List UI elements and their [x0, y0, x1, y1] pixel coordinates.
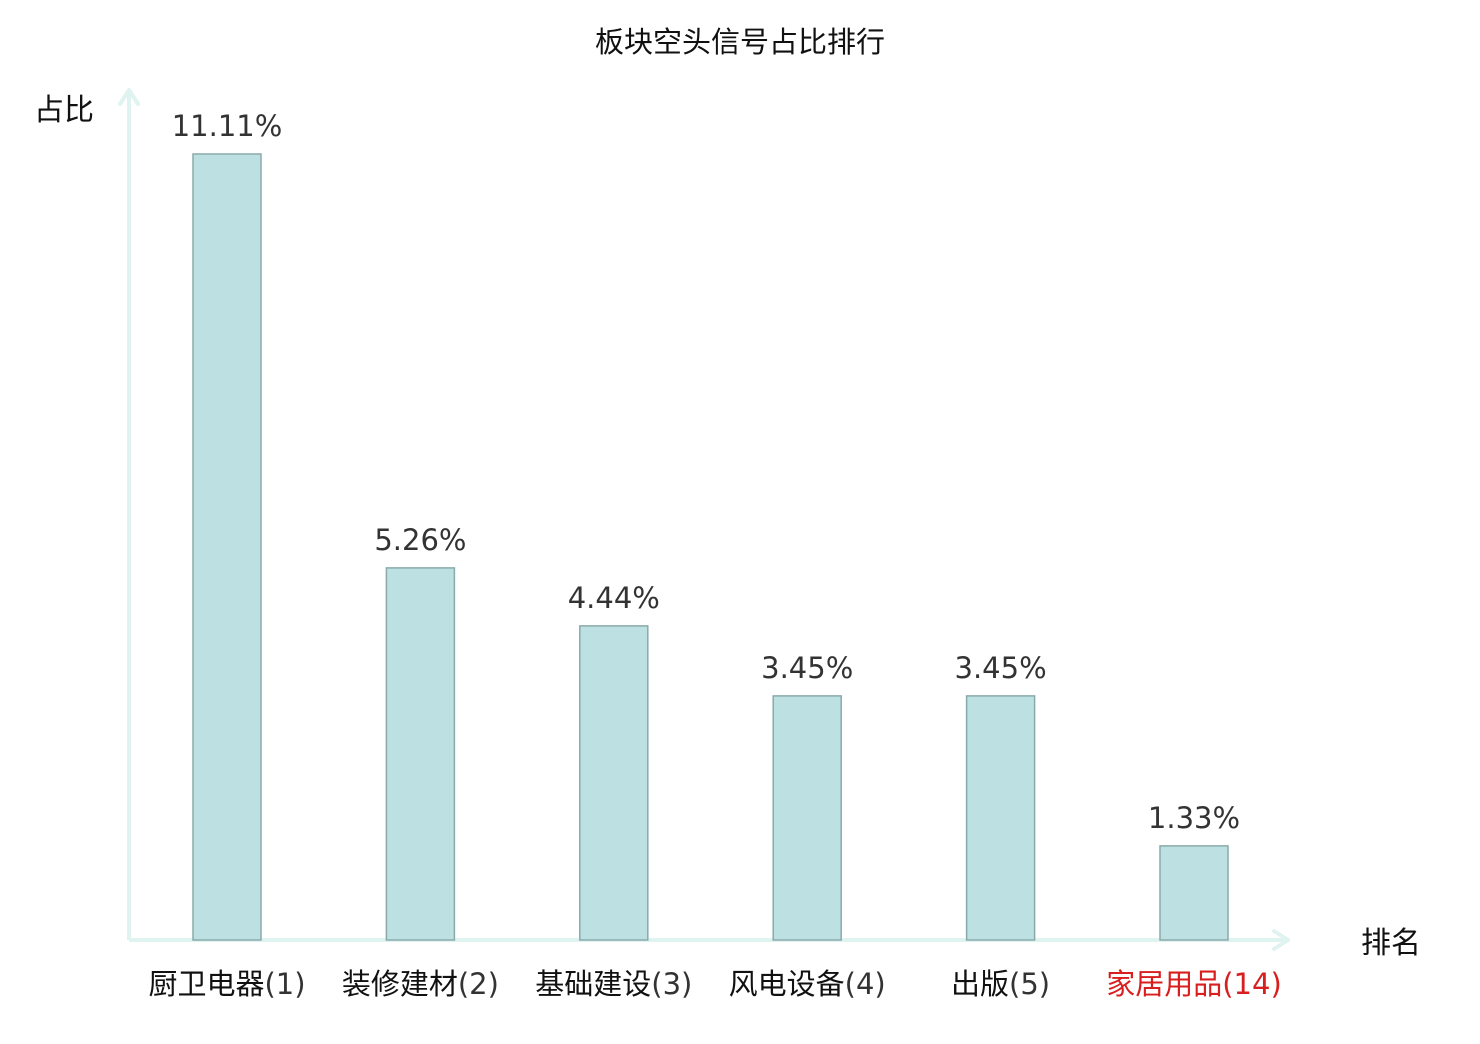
bar	[579, 625, 649, 941]
x-tick-category: 家居用品	[1106, 967, 1222, 1001]
x-tick-rank: (5)	[1009, 967, 1050, 1001]
bars-group	[192, 153, 1229, 941]
y-axis-arrow	[118, 88, 140, 106]
x-tick-category: 装修建材	[342, 967, 458, 1001]
axes	[118, 88, 1290, 951]
bar-value-label: 4.44%	[568, 581, 660, 615]
x-tick-label: 装修建材(2)	[342, 967, 499, 1001]
bar	[965, 695, 1036, 941]
x-tick-label: 家居用品(14)	[1106, 967, 1282, 1001]
category-labels-group: 厨卫电器(1) 装修建材(2) 基础建设(3) 风电设备(4) 出版(5) 家居用品(14…	[148, 967, 1281, 1001]
bar-value-label: 11.11%	[172, 109, 283, 143]
x-tick-category: 基础建设	[535, 967, 651, 1001]
x-tick-category: 厨卫电器	[148, 967, 264, 1001]
x-tick-rank: (1)	[264, 967, 305, 1001]
x-tick-category: 出版	[951, 967, 1009, 1001]
x-axis-label: 排名	[1361, 926, 1421, 961]
x-tick-rank: (2)	[458, 967, 499, 1001]
bar-value-label: 3.45%	[761, 651, 853, 685]
chart-title: 板块空头信号占比排行	[595, 25, 885, 59]
x-tick-rank: (14)	[1222, 967, 1282, 1001]
bar	[385, 567, 456, 941]
x-tick-category: 风电设备	[729, 967, 845, 1001]
x-tick-label: 厨卫电器(1)	[148, 967, 305, 1001]
bar-value-label: 1.33%	[1148, 801, 1240, 835]
x-tick-rank: (3)	[651, 967, 692, 1001]
x-axis-arrow	[1272, 929, 1290, 951]
x-tick-label: 风电设备(4)	[729, 967, 886, 1001]
bar	[192, 153, 262, 941]
bar	[1159, 845, 1229, 941]
x-tick-rank: (4)	[845, 967, 886, 1001]
bar-value-label: 3.45%	[955, 651, 1047, 685]
bar	[772, 695, 842, 941]
x-tick-label: 出版(5)	[951, 967, 1050, 1001]
value-labels-group: 11.11% 5.26% 4.44% 3.45% 3.45% 1.33%	[172, 109, 1240, 835]
y-axis-label: 占比	[34, 93, 94, 128]
bar-value-label: 5.26%	[374, 523, 466, 557]
x-tick-label: 基础建设(3)	[535, 967, 692, 1001]
